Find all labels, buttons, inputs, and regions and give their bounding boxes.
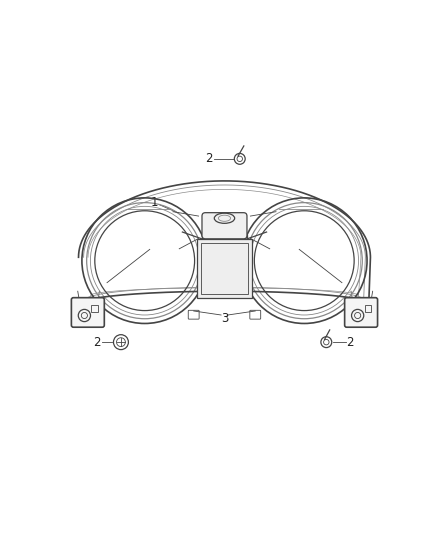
FancyBboxPatch shape [197, 239, 252, 298]
FancyBboxPatch shape [71, 297, 104, 327]
FancyBboxPatch shape [202, 213, 247, 239]
Text: 1: 1 [151, 197, 159, 209]
Text: 3: 3 [221, 312, 228, 325]
Text: 2: 2 [205, 152, 213, 165]
FancyBboxPatch shape [345, 297, 378, 327]
Text: 2: 2 [346, 336, 354, 349]
Text: 2: 2 [93, 336, 101, 349]
